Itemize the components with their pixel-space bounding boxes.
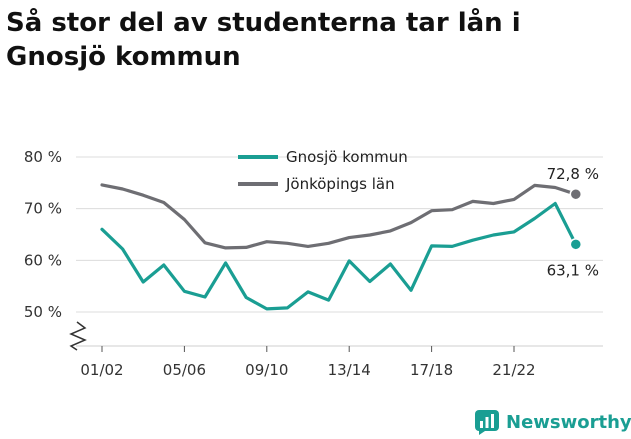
x-tick-label: 09/10 (245, 361, 288, 379)
series-end-label: 63,1 % (547, 261, 599, 279)
x-tick-label: 21/22 (492, 361, 535, 379)
legend-label: Gnosjö kommun (286, 148, 408, 166)
y-tick-label: 50 % (24, 303, 62, 321)
y-tick-label: 60 % (24, 251, 62, 269)
y-tick-label: 70 % (24, 200, 62, 218)
series-end-label: 72,8 % (547, 165, 599, 183)
y-tick-label: 80 % (24, 148, 62, 166)
chart-title: Så stor del av studenterna tar lån i Gno… (6, 6, 616, 74)
series-line-2 (100, 183, 578, 250)
y-axis-break-icon (69, 321, 87, 351)
chart-title-line-2: Gnosjö kommun (6, 42, 241, 72)
series-end-marker (569, 187, 583, 201)
x-tick-label: 01/02 (80, 361, 123, 379)
x-tick-label: 13/14 (328, 361, 371, 379)
legend-label: Jönköpings län (285, 175, 395, 193)
newsworthy-logo-icon (475, 410, 499, 435)
series-line-1 (100, 201, 578, 311)
x-tick-label: 17/18 (410, 361, 453, 379)
brand-name: Newsworthy (506, 411, 631, 433)
series-end-marker (569, 238, 583, 251)
x-tick-label: 05/06 (163, 361, 206, 379)
brand-logo: Newsworthy (474, 409, 631, 435)
chart-title-line-1: Så stor del av studenterna tar lån i (6, 8, 521, 38)
